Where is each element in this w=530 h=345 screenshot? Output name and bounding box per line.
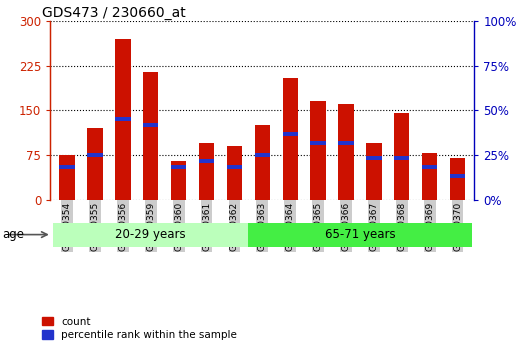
Bar: [394, 156, 410, 160]
Bar: [255, 153, 270, 157]
Bar: [311, 101, 326, 200]
Bar: [338, 141, 354, 145]
Bar: [87, 153, 103, 157]
Bar: [199, 143, 214, 200]
Bar: [338, 105, 354, 200]
Text: 20-29 years: 20-29 years: [116, 228, 186, 241]
Bar: [227, 165, 242, 169]
Bar: [87, 128, 103, 200]
Bar: [143, 71, 158, 200]
Bar: [59, 155, 75, 200]
Bar: [171, 161, 187, 200]
Bar: [59, 165, 75, 169]
Bar: [171, 165, 187, 169]
Text: 65-71 years: 65-71 years: [325, 228, 395, 241]
Bar: [450, 158, 465, 200]
Bar: [394, 114, 410, 200]
Bar: [115, 39, 130, 200]
Bar: [311, 141, 326, 145]
Bar: [255, 125, 270, 200]
Bar: [282, 132, 298, 136]
Text: GDS473 / 230660_at: GDS473 / 230660_at: [42, 6, 185, 20]
Bar: [366, 143, 382, 200]
Legend: count, percentile rank within the sample: count, percentile rank within the sample: [42, 317, 237, 340]
Bar: [249, 223, 472, 247]
Bar: [422, 154, 437, 200]
Bar: [199, 159, 214, 163]
Bar: [227, 146, 242, 200]
Bar: [53, 223, 249, 247]
Bar: [115, 117, 130, 121]
Bar: [422, 165, 437, 169]
Text: age: age: [3, 228, 25, 241]
Bar: [450, 174, 465, 178]
Bar: [143, 123, 158, 127]
Bar: [282, 78, 298, 200]
Bar: [366, 156, 382, 160]
